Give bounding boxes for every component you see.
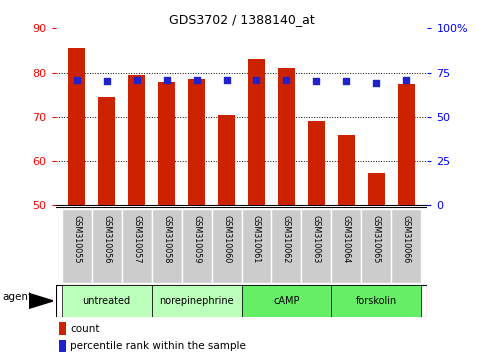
Bar [301,209,331,284]
Text: GSM310062: GSM310062 [282,215,291,263]
Point [163,77,170,82]
Point [103,79,111,84]
Text: cAMP: cAMP [273,296,300,306]
Point [223,77,230,82]
Text: GSM310064: GSM310064 [342,215,351,263]
Bar [182,209,212,284]
Point [133,77,141,82]
Polygon shape [29,293,53,308]
Bar [248,59,265,205]
Bar [152,285,242,317]
Text: GSM310060: GSM310060 [222,215,231,263]
Text: percentile rank within the sample: percentile rank within the sample [71,341,246,351]
Text: count: count [71,324,100,333]
Bar [218,115,235,205]
Bar [61,209,92,284]
Point [283,77,290,82]
Text: GSM310066: GSM310066 [402,215,411,263]
Bar [278,68,295,205]
Bar [308,121,325,205]
Text: GSM310058: GSM310058 [162,215,171,263]
Text: GSM310057: GSM310057 [132,215,141,263]
Text: GSM310063: GSM310063 [312,215,321,263]
Bar [242,285,331,317]
Bar [242,209,271,284]
Point [342,79,350,84]
Text: GSM310056: GSM310056 [102,215,111,263]
Bar [152,209,182,284]
Point [313,79,320,84]
Bar [58,322,66,335]
Point [372,80,380,86]
Text: GSM310059: GSM310059 [192,215,201,263]
Bar [338,136,355,205]
Bar [212,209,242,284]
Text: untreated: untreated [83,296,130,306]
Bar [331,285,422,317]
Point [193,77,200,82]
Title: GDS3702 / 1388140_at: GDS3702 / 1388140_at [169,13,314,26]
Bar [92,209,122,284]
Bar [68,48,85,205]
Text: forskolin: forskolin [356,296,397,306]
Text: GSM310055: GSM310055 [72,215,81,263]
Text: norepinephrine: norepinephrine [159,296,234,306]
Bar [398,84,415,205]
Text: GSM310065: GSM310065 [372,215,381,263]
Text: agent: agent [2,292,32,302]
Point [403,77,411,82]
Bar [391,209,422,284]
Bar [331,209,361,284]
Text: GSM310061: GSM310061 [252,215,261,263]
Bar [158,82,175,205]
Bar [122,209,152,284]
Bar [361,209,391,284]
Bar [58,340,66,352]
Bar [188,79,205,205]
Bar [271,209,301,284]
Bar [61,285,152,317]
Point [72,77,80,82]
Point [253,77,260,82]
Bar [98,97,115,205]
Bar [128,75,145,205]
Bar [368,173,385,205]
